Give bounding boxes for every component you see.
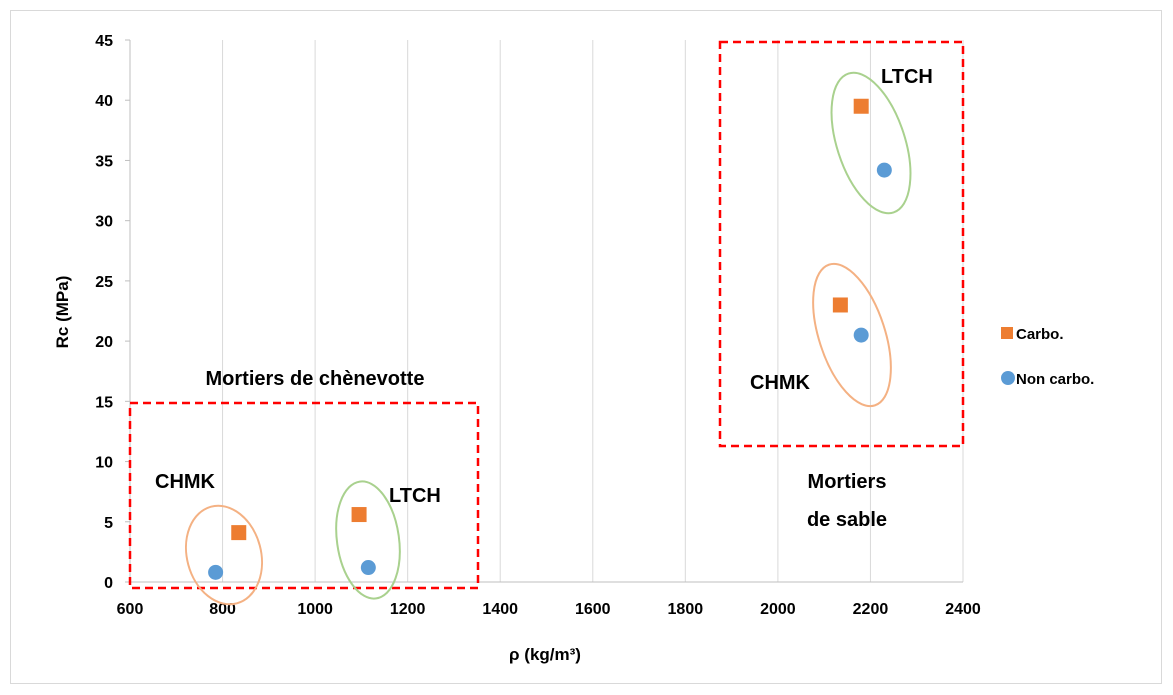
group-label-hemp: Mortiers de chènevotte bbox=[206, 368, 425, 390]
point-non-carbo-3 bbox=[876, 162, 892, 178]
y-tick-25: 25 bbox=[95, 274, 113, 291]
point-carbo-2 bbox=[832, 297, 848, 313]
gridlines bbox=[222, 40, 964, 582]
annotation-chmk-hemp: CHMK bbox=[155, 471, 216, 493]
x-tick-labels: 600 800 1000 1200 1400 1600 1800 2000 2200 2400 bbox=[117, 601, 981, 618]
data-points bbox=[208, 98, 892, 580]
x-tick-1400: 1400 bbox=[482, 601, 518, 618]
x-axis-title: ρ (kg/m³) bbox=[509, 645, 581, 664]
point-carbo-1 bbox=[351, 507, 367, 523]
group-boxes bbox=[128, 40, 965, 590]
x-tick-2400: 2400 bbox=[945, 601, 981, 618]
y-tick-20: 20 bbox=[95, 334, 113, 351]
point-carbo-0 bbox=[231, 525, 247, 541]
annotation-ltch-sand: LTCH bbox=[881, 66, 933, 88]
point-non-carbo-0 bbox=[208, 564, 224, 580]
group-label-sand-1: Mortiers bbox=[808, 471, 887, 493]
y-tick-15: 15 bbox=[95, 394, 113, 411]
x-tick-2000: 2000 bbox=[760, 601, 796, 618]
legend: Carbo. Non carbo. bbox=[1001, 326, 1094, 388]
y-tick-35: 35 bbox=[95, 153, 113, 170]
y-tick-5: 5 bbox=[104, 515, 113, 532]
group-box-sand bbox=[718, 40, 965, 448]
ellipse-ltch-hemp bbox=[335, 480, 401, 600]
y-tick-40: 40 bbox=[95, 93, 113, 110]
x-tick-2200: 2200 bbox=[853, 601, 889, 618]
cluster-ellipses bbox=[184, 71, 912, 606]
y-tick-labels: 0 5 10 15 20 25 30 35 40 45 bbox=[95, 33, 130, 592]
x-tick-1800: 1800 bbox=[668, 601, 704, 618]
group-box-hemp bbox=[128, 401, 480, 590]
legend-label-carbo: Carbo. bbox=[1016, 326, 1064, 343]
x-tick-1200: 1200 bbox=[390, 601, 426, 618]
y-tick-10: 10 bbox=[95, 455, 113, 472]
y-tick-0: 0 bbox=[104, 575, 113, 592]
point-carbo-3 bbox=[853, 98, 869, 114]
chart-frame bbox=[10, 10, 1162, 684]
ellipse-chmk-sand bbox=[812, 262, 892, 408]
point-non-carbo-1 bbox=[360, 560, 376, 576]
legend-swatch-carbo bbox=[1001, 327, 1013, 339]
x-tick-600: 600 bbox=[117, 601, 144, 618]
point-non-carbo-2 bbox=[853, 327, 869, 343]
legend-label-non-carbo: Non carbo. bbox=[1016, 371, 1094, 388]
legend-swatch-non-carbo bbox=[1001, 371, 1015, 385]
group-label-sand-2: de sable bbox=[807, 509, 887, 531]
x-tick-1000: 1000 bbox=[297, 601, 333, 618]
annotation-chmk-sand: CHMK bbox=[750, 372, 811, 394]
y-tick-45: 45 bbox=[95, 33, 113, 50]
y-axis-title: Rc (MPa) bbox=[53, 276, 72, 349]
x-tick-1600: 1600 bbox=[575, 601, 611, 618]
annotation-ltch-hemp: LTCH bbox=[389, 485, 441, 507]
y-tick-30: 30 bbox=[95, 214, 113, 231]
ellipse-chmk-hemp bbox=[184, 504, 264, 606]
ellipse-ltch-sand bbox=[830, 71, 912, 215]
